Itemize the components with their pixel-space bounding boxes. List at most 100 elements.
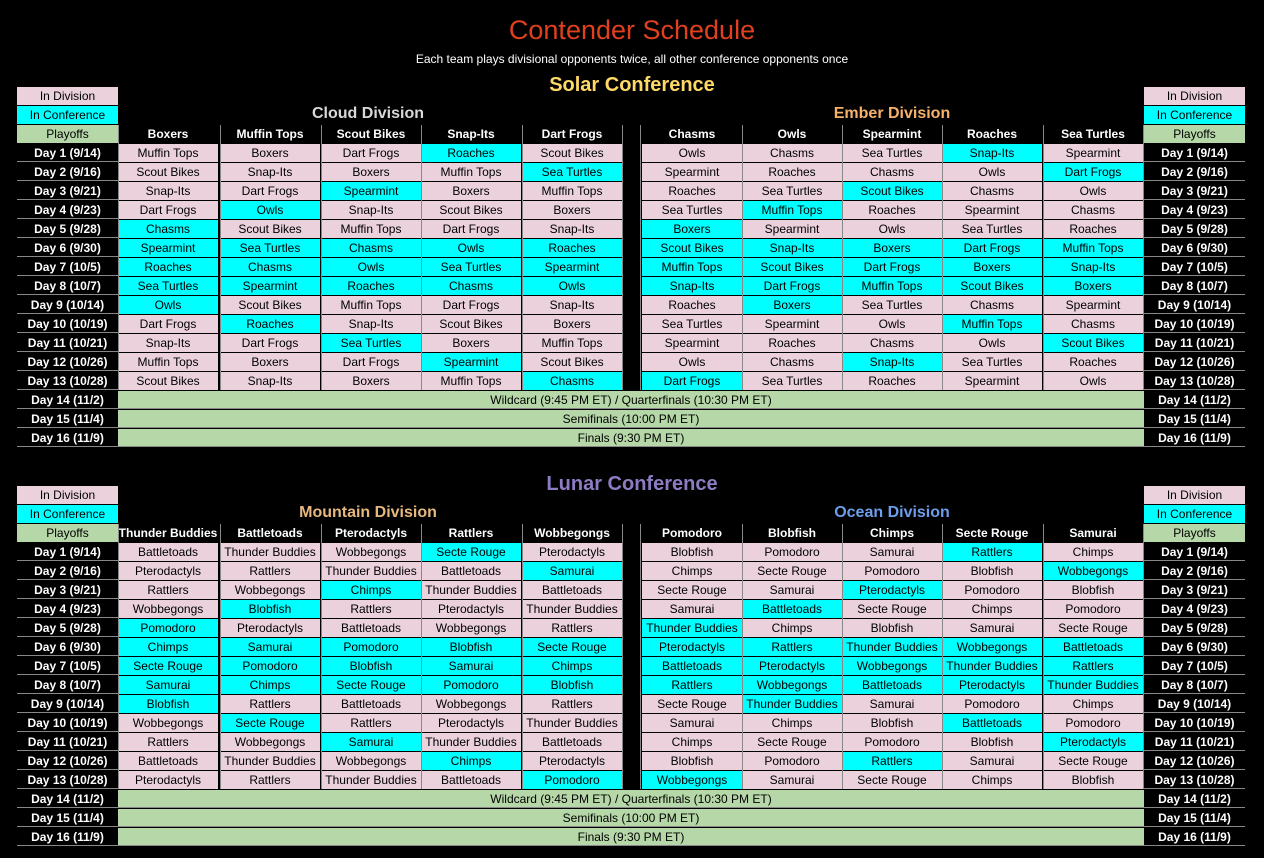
grid-divider bbox=[842, 524, 843, 789]
legend-playoffs-left: Playoffs bbox=[17, 524, 118, 542]
game-cell: Wobbegongs bbox=[642, 771, 742, 789]
game-cell: Thunder Buddies bbox=[842, 638, 942, 656]
game-cell: Boxers bbox=[1043, 277, 1143, 295]
game-cell: Blobfish bbox=[642, 752, 742, 770]
game-cell: Rattlers bbox=[642, 676, 742, 694]
game-cell: Secte Rouge bbox=[842, 600, 942, 618]
game-cell: Spearmint bbox=[642, 163, 742, 181]
game-cell: Roaches bbox=[742, 334, 842, 352]
playoff-day-label-left: Day 15 (11/4) bbox=[17, 410, 118, 428]
game-cell: Pomodoro bbox=[942, 695, 1042, 713]
game-cell: Thunder Buddies bbox=[421, 581, 521, 599]
game-cell: Scout Bikes bbox=[642, 239, 742, 257]
game-cell: Samurai bbox=[842, 543, 942, 561]
game-cell: Chimps bbox=[220, 676, 320, 694]
game-cell: Blobfish bbox=[842, 714, 942, 732]
game-cell: Roaches bbox=[220, 315, 320, 333]
day-label-left: Day 4 (9/23) bbox=[17, 600, 118, 618]
game-cell: Owls bbox=[842, 315, 942, 333]
day-label-left: Day 6 (9/30) bbox=[17, 239, 118, 257]
game-cell: Pterodactyls bbox=[522, 752, 622, 770]
legend-playoffs-right: Playoffs bbox=[1144, 125, 1245, 143]
grid-divider bbox=[421, 125, 422, 390]
day-label-left: Day 11 (10/21) bbox=[17, 733, 118, 751]
game-cell: Wobbegongs bbox=[321, 543, 421, 561]
game-cell: Wobbegongs bbox=[118, 714, 218, 732]
game-cell: Rattlers bbox=[118, 733, 218, 751]
game-cell: Spearmint bbox=[220, 277, 320, 295]
game-cell: Roaches bbox=[1043, 353, 1143, 371]
game-cell: Owls bbox=[842, 220, 942, 238]
game-cell: Dart Frogs bbox=[421, 220, 521, 238]
division-title: Ocean Division bbox=[834, 504, 950, 521]
team-header: Samurai bbox=[1069, 526, 1117, 540]
game-cell: Battletoads bbox=[942, 714, 1042, 732]
day-label-right: Day 11 (10/21) bbox=[1144, 334, 1245, 352]
game-cell: Blobfish bbox=[321, 657, 421, 675]
game-cell: Pterodactyls bbox=[118, 562, 218, 580]
game-cell: Spearmint bbox=[942, 372, 1042, 390]
game-cell: Secte Rouge bbox=[421, 543, 521, 561]
game-cell: Battletoads bbox=[421, 562, 521, 580]
game-cell: Rattlers bbox=[942, 543, 1042, 561]
game-cell: Sea Turtles bbox=[842, 296, 942, 314]
day-label-right: Day 1 (9/14) bbox=[1144, 543, 1245, 561]
game-cell: Rattlers bbox=[220, 771, 320, 789]
game-cell: Pomodoro bbox=[742, 543, 842, 561]
game-cell: Pterodactyls bbox=[118, 771, 218, 789]
game-cell: Secte Rouge bbox=[742, 562, 842, 580]
game-cell: Chasms bbox=[942, 182, 1042, 200]
game-cell: Muffin Tops bbox=[842, 277, 942, 295]
game-cell: Chasms bbox=[118, 220, 218, 238]
game-cell: Scout Bikes bbox=[1043, 334, 1143, 352]
day-label-right: Day 7 (10/5) bbox=[1144, 258, 1245, 276]
game-cell: Owls bbox=[220, 201, 320, 219]
day-label-left: Day 13 (10/28) bbox=[17, 771, 118, 789]
legend-playoffs-right: Playoffs bbox=[1144, 524, 1245, 542]
game-cell: Chasms bbox=[842, 334, 942, 352]
day-label-left: Day 1 (9/14) bbox=[17, 543, 118, 561]
legend-in-division-right: In Division bbox=[1144, 486, 1245, 504]
game-cell: Battletoads bbox=[421, 771, 521, 789]
grid-divider bbox=[640, 524, 641, 789]
game-cell: Roaches bbox=[842, 201, 942, 219]
team-header: Battletoads bbox=[237, 526, 303, 540]
game-cell: Pomodoro bbox=[522, 771, 622, 789]
legend-in-conference-left: In Conference bbox=[17, 106, 118, 124]
day-label-right: Day 1 (9/14) bbox=[1144, 144, 1245, 162]
game-cell: Rattlers bbox=[321, 714, 421, 732]
day-label-left: Day 4 (9/23) bbox=[17, 201, 118, 219]
grid-divider bbox=[220, 125, 221, 390]
game-cell: Samurai bbox=[742, 771, 842, 789]
game-cell: Thunder Buddies bbox=[220, 752, 320, 770]
game-cell: Muffin Tops bbox=[522, 334, 622, 352]
game-cell: Thunder Buddies bbox=[522, 714, 622, 732]
game-cell: Snap-Its bbox=[1043, 258, 1143, 276]
grid-divider bbox=[1043, 524, 1044, 789]
game-cell: Sea Turtles bbox=[942, 220, 1042, 238]
game-cell: Scout Bikes bbox=[118, 163, 218, 181]
game-cell: Pomodoro bbox=[1043, 600, 1143, 618]
day-label-left: Day 9 (10/14) bbox=[17, 695, 118, 713]
game-cell: Scout Bikes bbox=[118, 372, 218, 390]
game-cell: Samurai bbox=[742, 581, 842, 599]
game-cell: Pterodactyls bbox=[421, 600, 521, 618]
game-cell: Pomodoro bbox=[321, 638, 421, 656]
game-cell: Pterodactyls bbox=[742, 657, 842, 675]
game-cell: Boxers bbox=[842, 239, 942, 257]
game-cell: Chimps bbox=[942, 771, 1042, 789]
grid-divider bbox=[622, 125, 623, 390]
game-cell: Chasms bbox=[742, 144, 842, 162]
grid-divider bbox=[640, 125, 641, 390]
game-cell: Dart Frogs bbox=[321, 353, 421, 371]
game-cell: Muffin Tops bbox=[118, 144, 218, 162]
day-label-left: Day 2 (9/16) bbox=[17, 163, 118, 181]
day-label-right: Day 12 (10/26) bbox=[1144, 353, 1245, 371]
legend-in-division-right: In Division bbox=[1144, 87, 1245, 105]
grid-divider bbox=[321, 125, 322, 390]
page-title: Contender Schedule bbox=[508, 15, 756, 45]
game-cell: Thunder Buddies bbox=[421, 733, 521, 751]
game-cell: Spearmint bbox=[321, 182, 421, 200]
game-cell: Chasms bbox=[522, 372, 622, 390]
game-cell: Thunder Buddies bbox=[1043, 676, 1143, 694]
